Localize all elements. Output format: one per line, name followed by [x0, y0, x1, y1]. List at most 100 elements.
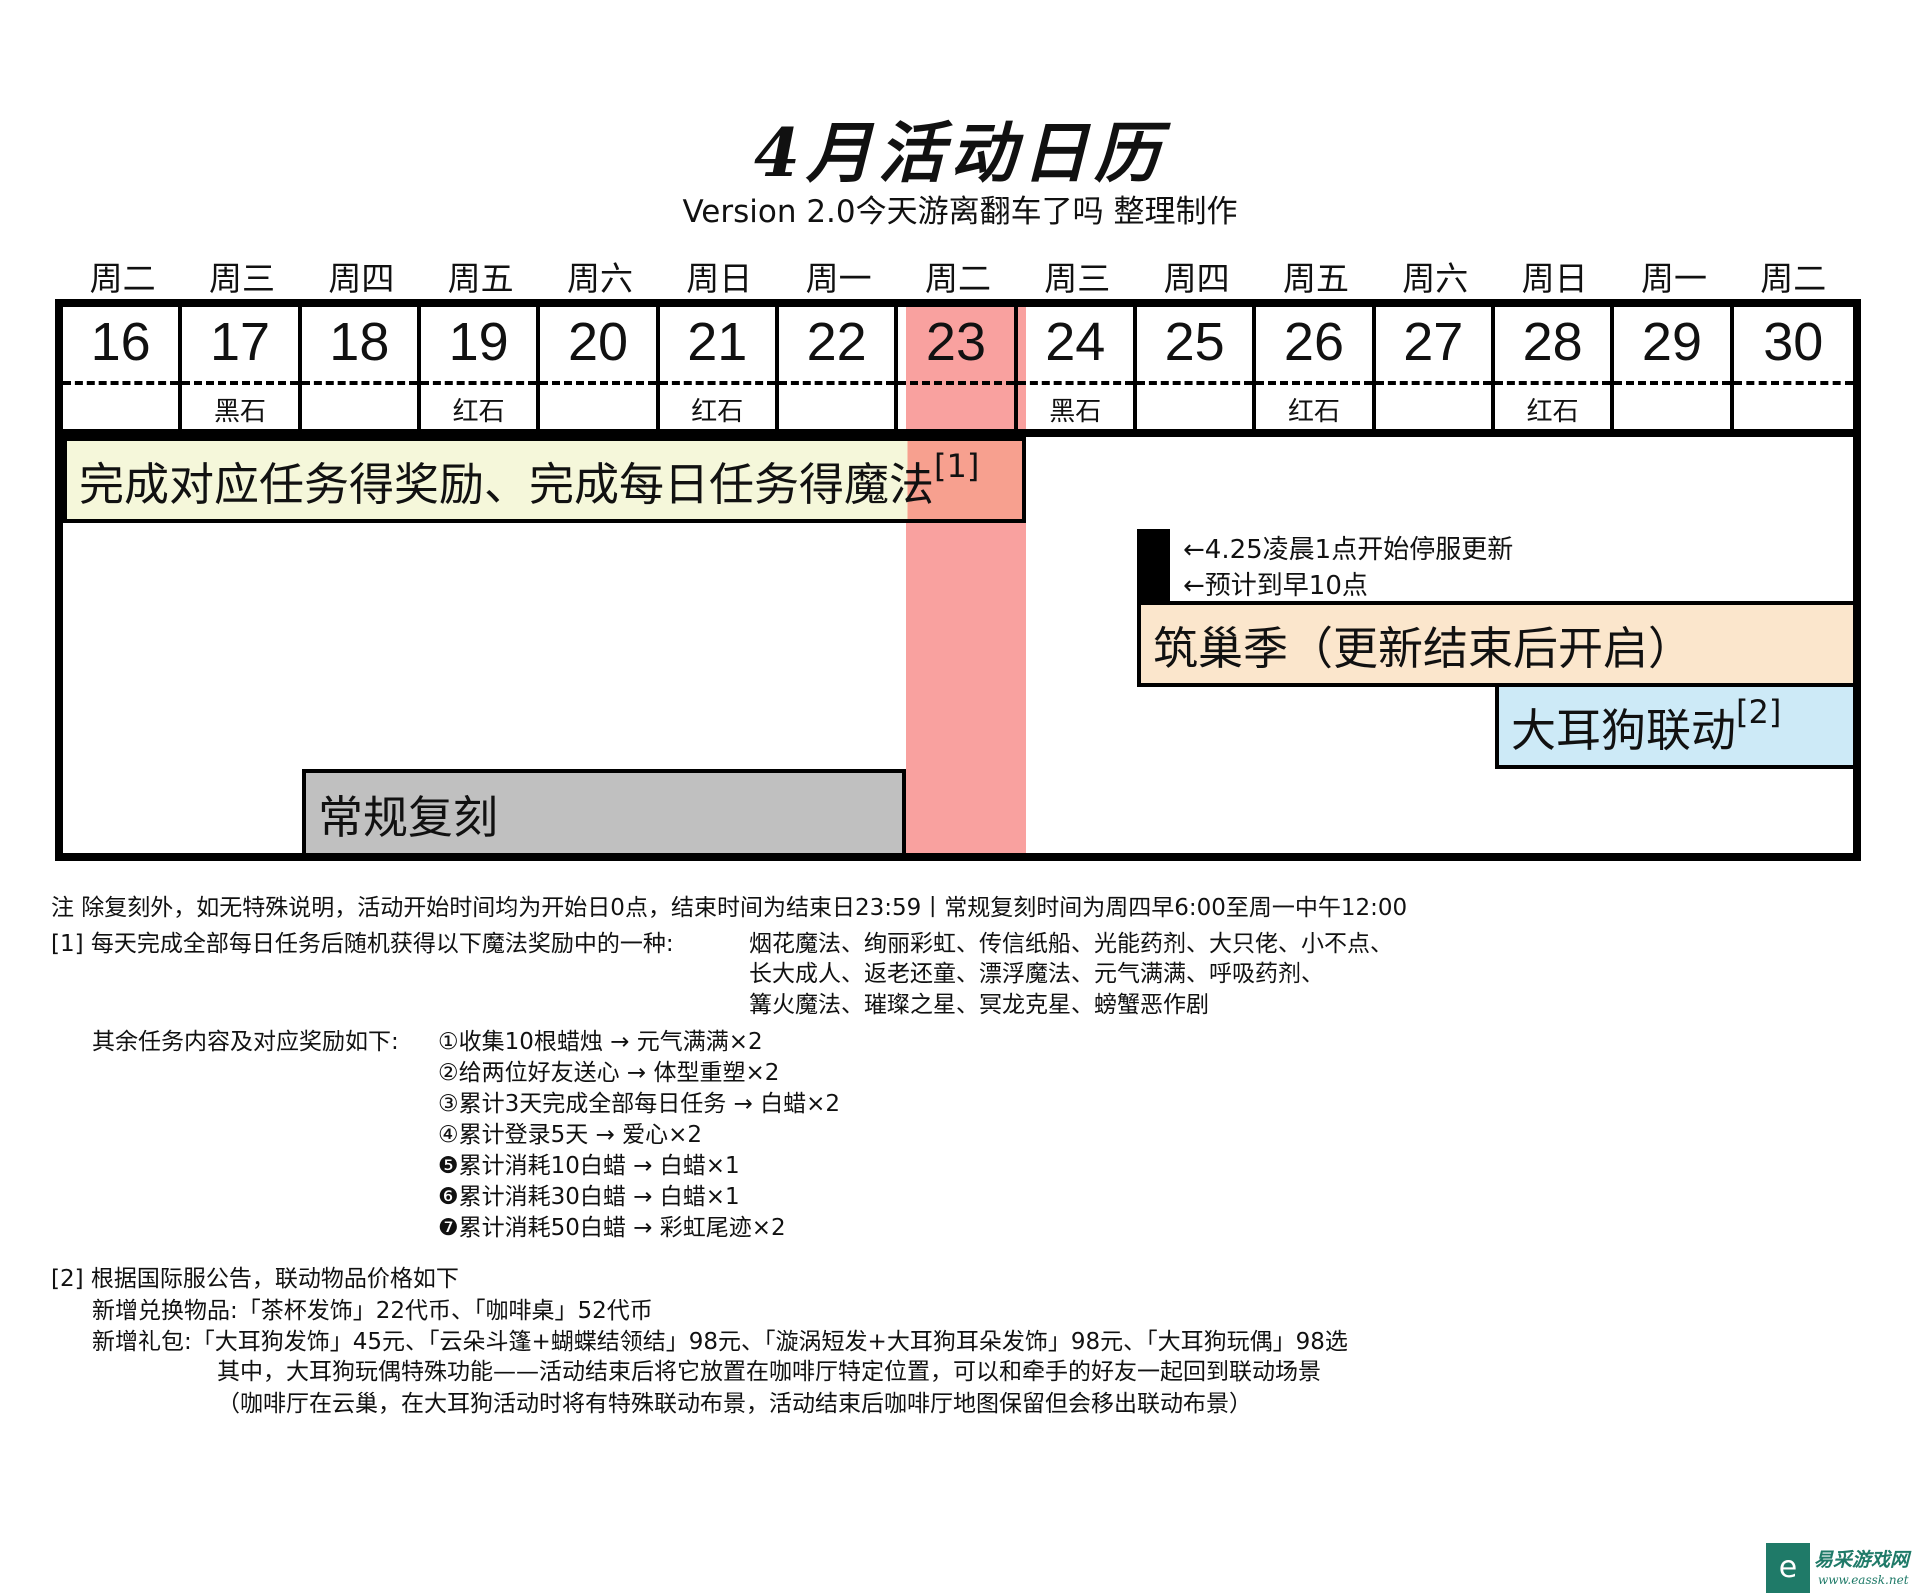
date-number: 21: [687, 312, 748, 372]
day-cell[interactable]: 30: [1733, 307, 1853, 429]
event-daily-tasks[interactable]: 完成对应任务得奖励、完成每日任务得魔法 [1]: [63, 437, 1026, 523]
note-2-line-1: 新增兑换物品:「茶杯发饰」22代币、「咖啡桌」52代币: [92, 1298, 653, 1324]
day-cell[interactable]: 27: [1375, 307, 1495, 429]
weekday-label: 周五: [447, 259, 514, 298]
date-number: 18: [329, 312, 390, 372]
day-cell[interactable]: 24 黑石: [1017, 307, 1137, 429]
weekday-label: 周四: [1163, 259, 1230, 298]
dashed-divider: [1136, 381, 1253, 385]
page-title: 4月活动日历: [754, 114, 1166, 192]
weekday-label: 周四: [328, 259, 395, 298]
day-cell[interactable]: 21 红石: [659, 307, 779, 429]
weekday-label: 周日: [1521, 259, 1588, 298]
day-cell[interactable]: 16: [63, 307, 183, 429]
tasks-head: 其余任务内容及对应奖励如下:: [92, 1029, 399, 1055]
stone-label: 黑石: [1049, 397, 1102, 427]
day-cell[interactable]: 17 黑石: [182, 307, 302, 429]
date-number: 24: [1045, 312, 1106, 372]
weekday-label: 周二: [1760, 259, 1827, 298]
dashed-divider: [1614, 381, 1730, 385]
dashed-divider: [540, 381, 656, 385]
stone-label: 红石: [452, 397, 505, 427]
event-label: 完成对应任务得奖励、完成每日任务得魔法: [79, 457, 935, 511]
note-2-line-4: （咖啡厅在云巢，在大耳狗活动时将有特殊联动布景，活动结束后咖啡厅地图保留但会移出…: [217, 1391, 1252, 1417]
subtitle: Version 2.0今天游离翻车了吗 整理制作: [682, 194, 1238, 230]
note-1-line-2: 长大成人、返老还童、漂浮魔法、元气满满、呼吸药剂、: [749, 961, 1324, 987]
weekday-label: 周日: [686, 259, 753, 298]
weekday-label: 周六: [566, 259, 633, 298]
day-cell[interactable]: 18: [301, 307, 421, 429]
today-highlight-column: [906, 307, 1026, 853]
weekday-label: 周六: [1402, 259, 1469, 298]
event-label: 筑巢季（更新结束后开启）: [1153, 621, 1694, 675]
calendar-grid: 16 17 黑石 18 19 红石 20 21 红石 22 23 24 黑石 25 26 红石 27 28 红石 29…: [55, 299, 1861, 861]
day-cell[interactable]: 26 红石: [1256, 307, 1376, 429]
dashed-divider: [182, 381, 298, 385]
date-number: 19: [448, 312, 509, 372]
day-cell[interactable]: 29: [1614, 307, 1734, 429]
weekday-label: 周二: [924, 259, 991, 298]
event-cinnamoroll-collab[interactable]: 大耳狗联动 [2]: [1495, 683, 1853, 769]
task-item: ②给两位好友送心 → 体型重塑×2: [438, 1060, 780, 1086]
task-item: ③累计3天完成全部每日任务 → 白蜡×2: [438, 1091, 841, 1117]
logo-text: 易采游戏网: [1814, 1549, 1910, 1571]
day-cell[interactable]: 25: [1136, 307, 1257, 429]
event-label: 常规复刻: [318, 790, 499, 844]
date-number: 16: [90, 312, 151, 372]
event-regular-rerun[interactable]: 常规复刻: [302, 769, 906, 853]
maintenance-marker: [1137, 529, 1170, 603]
dashed-divider: [1375, 381, 1491, 385]
date-number: 27: [1403, 312, 1464, 372]
day-cell[interactable]: 22: [778, 307, 899, 429]
day-cell[interactable]: 19 红石: [420, 307, 541, 429]
dashed-divider: [301, 381, 417, 385]
day-cell[interactable]: 20: [540, 307, 660, 429]
stone-label: 红石: [1287, 397, 1340, 427]
task-item: ①收集10根蜡烛 → 元气满满×2: [438, 1029, 763, 1055]
dashed-divider: [420, 381, 537, 385]
dashed-divider: [1256, 381, 1372, 385]
note-1-line-1: 烟花魔法、绚丽彩虹、传信纸船、光能药剂、大只佬、小不点、: [749, 931, 1393, 957]
dashed-divider: [1494, 381, 1611, 385]
dashed-divider: [659, 381, 775, 385]
maintenance-note-1: ←4.25凌晨1点开始停服更新: [1183, 535, 1514, 565]
note-1-head: [1] 每天完成全部每日任务后随机获得以下魔法奖励中的一种:: [51, 931, 674, 957]
task-item: ④累计登录5天 → 爱心×2: [438, 1122, 703, 1148]
footnote-ref[interactable]: [2]: [1736, 693, 1782, 731]
note-2-head: [2] 根据国际服公告，联动物品价格如下: [51, 1266, 459, 1292]
weekday-label: 周五: [1282, 259, 1349, 298]
date-number: 22: [806, 312, 867, 372]
dashed-divider: [63, 381, 179, 385]
task-item: ❼累计消耗50白蜡 → 彩虹尾迹×2: [438, 1215, 786, 1241]
note-2-line-3: 其中，大耳狗玩偶特殊功能——活动结束后将它放置在咖啡厅特定位置，可以和牵手的好友…: [217, 1359, 1321, 1385]
dashed-divider: [778, 381, 895, 385]
dashed-divider: [1733, 381, 1853, 385]
weekday-label: 周一: [1640, 259, 1707, 298]
date-number: 25: [1164, 312, 1225, 372]
date-number: 30: [1763, 312, 1824, 372]
stone-label: 红石: [691, 397, 744, 427]
day-cell[interactable]: 23: [898, 307, 1018, 429]
stone-label: 黑石: [213, 397, 266, 427]
note-main: 注 除复刻外，如无特殊说明，活动开始时间均为开始日0点，结束时间为结束日23:5…: [51, 895, 1408, 921]
logo-url: www.eassk.net: [1818, 1573, 1909, 1587]
footnote-ref[interactable]: [1]: [934, 447, 980, 485]
day-cell[interactable]: 28 红石: [1494, 307, 1615, 429]
watermark-logo: e 易采游戏网 www.eassk.net: [1766, 1543, 1916, 1593]
weekday-label: 周三: [1044, 259, 1111, 298]
logo-icon: e: [1766, 1543, 1810, 1593]
note-2-line-2: 新增礼包:「大耳狗发饰」45元、「云朵斗篷+蝴蝶结领结」98元、「漩涡短发+大耳…: [92, 1329, 1348, 1355]
stone-label: 红石: [1526, 397, 1579, 427]
dashed-divider: [1017, 381, 1133, 385]
date-number: 29: [1641, 312, 1702, 372]
event-nest-season[interactable]: 筑巢季（更新结束后开启）: [1137, 601, 1853, 687]
weekday-label: 周三: [208, 259, 275, 298]
date-number: 23: [925, 312, 986, 372]
date-number: 28: [1522, 312, 1583, 372]
date-number: 26: [1283, 312, 1344, 372]
weekday-label: 周二: [89, 259, 156, 298]
task-item: ❺累计消耗10白蜡 → 白蜡×1: [438, 1153, 740, 1179]
dashed-divider: [898, 381, 1014, 385]
task-item: ❻累计消耗30白蜡 → 白蜡×1: [438, 1184, 740, 1210]
date-number: 20: [567, 312, 629, 372]
